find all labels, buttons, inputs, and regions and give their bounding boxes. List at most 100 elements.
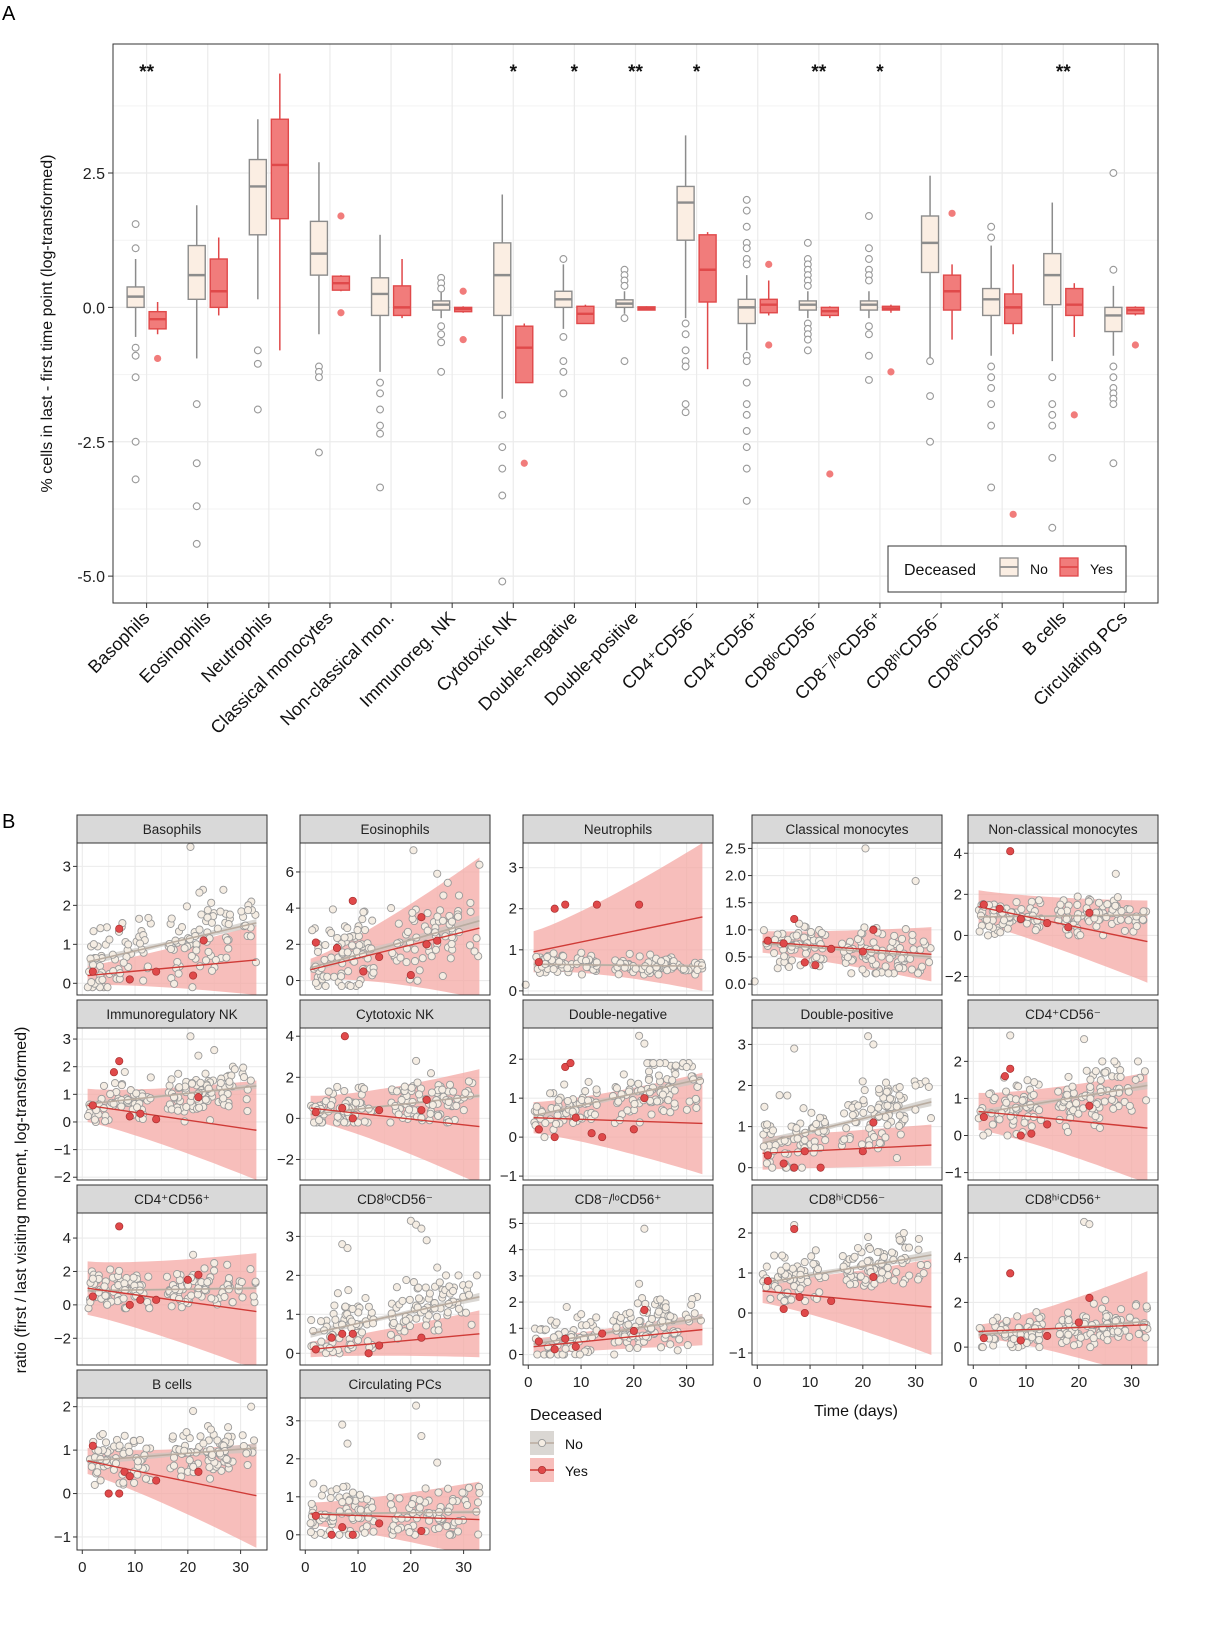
x-tick-label: 30 <box>907 1374 924 1391</box>
point-no <box>895 1235 904 1245</box>
point-no <box>464 1077 473 1086</box>
point-no <box>1072 1099 1081 1108</box>
outlier-yes <box>1070 411 1078 419</box>
point-no <box>189 1406 198 1416</box>
outlier-yes <box>765 260 773 268</box>
point-no <box>368 916 377 925</box>
y-tick-label: 3 <box>738 1036 746 1053</box>
point-yes <box>125 975 134 984</box>
facet-strip <box>522 814 714 844</box>
y-tick-label: 2.0 <box>725 868 746 885</box>
point-no <box>205 1474 215 1483</box>
facet-strip <box>751 814 943 844</box>
point-no <box>860 923 869 932</box>
point-yes <box>417 1526 426 1536</box>
y-tick-label: 2 <box>509 901 517 918</box>
point-yes <box>1085 908 1094 917</box>
significance-marker: ** <box>139 62 154 83</box>
fit-line-yes <box>978 1110 1148 1129</box>
facet-title: Non-classical monocytes <box>988 822 1138 837</box>
point-no <box>614 1097 623 1106</box>
point-no <box>402 1275 411 1285</box>
outlier-no <box>437 330 446 339</box>
point-no <box>1030 1078 1039 1087</box>
point-no <box>807 1108 816 1117</box>
point-no <box>369 968 378 977</box>
point-no <box>899 1228 908 1238</box>
point-no <box>100 1282 109 1291</box>
point-no <box>1141 1333 1150 1342</box>
point-no <box>446 954 455 963</box>
point-no <box>760 1102 769 1111</box>
point-no <box>98 1429 107 1439</box>
point-no <box>364 1302 373 1311</box>
box-yes <box>392 285 412 317</box>
point-yes <box>433 936 442 945</box>
y-tick-label: −1 <box>729 1345 746 1362</box>
point-no <box>669 962 678 971</box>
fit-line-yes <box>533 1116 703 1125</box>
point-no <box>881 1113 890 1122</box>
point-no <box>87 1462 96 1471</box>
point-no <box>344 1496 353 1505</box>
point-yes <box>348 896 357 905</box>
point-no <box>102 923 111 932</box>
facet-title: Cytotoxic NK <box>356 1007 434 1022</box>
point-no <box>219 885 228 894</box>
point-no <box>792 931 801 940</box>
point-no <box>337 972 346 981</box>
point-no <box>541 1118 550 1128</box>
point-no <box>396 953 405 962</box>
y-tick-label: 2 <box>509 1294 517 1311</box>
point-no <box>1134 1329 1143 1339</box>
point-no <box>414 1294 424 1303</box>
point-no <box>750 977 759 986</box>
point-no <box>554 1096 563 1105</box>
y-tick-label: 3 <box>63 858 71 875</box>
outlier-no <box>742 496 751 505</box>
point-no <box>546 1089 555 1098</box>
point-no <box>249 1292 258 1301</box>
outlier-no <box>864 375 873 384</box>
point-no <box>219 1094 228 1103</box>
point-no <box>1084 897 1093 906</box>
point-yes <box>571 1342 580 1351</box>
point-no <box>590 1110 599 1119</box>
point-no <box>422 1321 431 1330</box>
point-no <box>809 1259 818 1268</box>
outlier-no <box>131 437 140 446</box>
point-no <box>129 1273 138 1282</box>
facet-CD8⁻/ˡᵒCD56⁺: CD8⁻/ˡᵒCD56⁺ 0 1 2 3 4 5 0 10 20 30 <box>509 1184 714 1391</box>
point-no <box>309 1479 318 1488</box>
point-no <box>355 979 364 989</box>
point-no <box>1029 1090 1038 1099</box>
point-no <box>434 1488 443 1497</box>
outlier-no <box>803 335 812 344</box>
facet-strip <box>299 1184 491 1214</box>
point-no <box>797 1163 806 1172</box>
point-no <box>999 916 1009 925</box>
facet-title: Classical monocytes <box>785 822 908 837</box>
panel-b-legend: Deceased No Yes <box>530 1407 602 1482</box>
point-no <box>386 1330 396 1339</box>
point-no <box>333 1082 342 1091</box>
point-no <box>351 1098 360 1107</box>
y-tick-label: 0 <box>63 1114 71 1131</box>
point-no <box>105 935 114 944</box>
outlier-no <box>437 367 446 376</box>
outlier-yes <box>826 470 834 478</box>
point-no <box>177 1303 186 1312</box>
point-no <box>911 876 920 886</box>
point-no <box>647 1110 656 1119</box>
outlier-no <box>926 437 935 446</box>
point-no <box>1086 1343 1095 1352</box>
point-no <box>1020 1118 1029 1127</box>
box-no <box>309 220 329 276</box>
point-no <box>919 1269 928 1278</box>
outlier-no <box>864 212 873 220</box>
fit-line-yes <box>310 927 480 971</box>
point-no <box>189 1462 198 1471</box>
point-no <box>173 1106 182 1115</box>
point-yes <box>311 1511 320 1520</box>
point-no <box>162 1272 172 1281</box>
